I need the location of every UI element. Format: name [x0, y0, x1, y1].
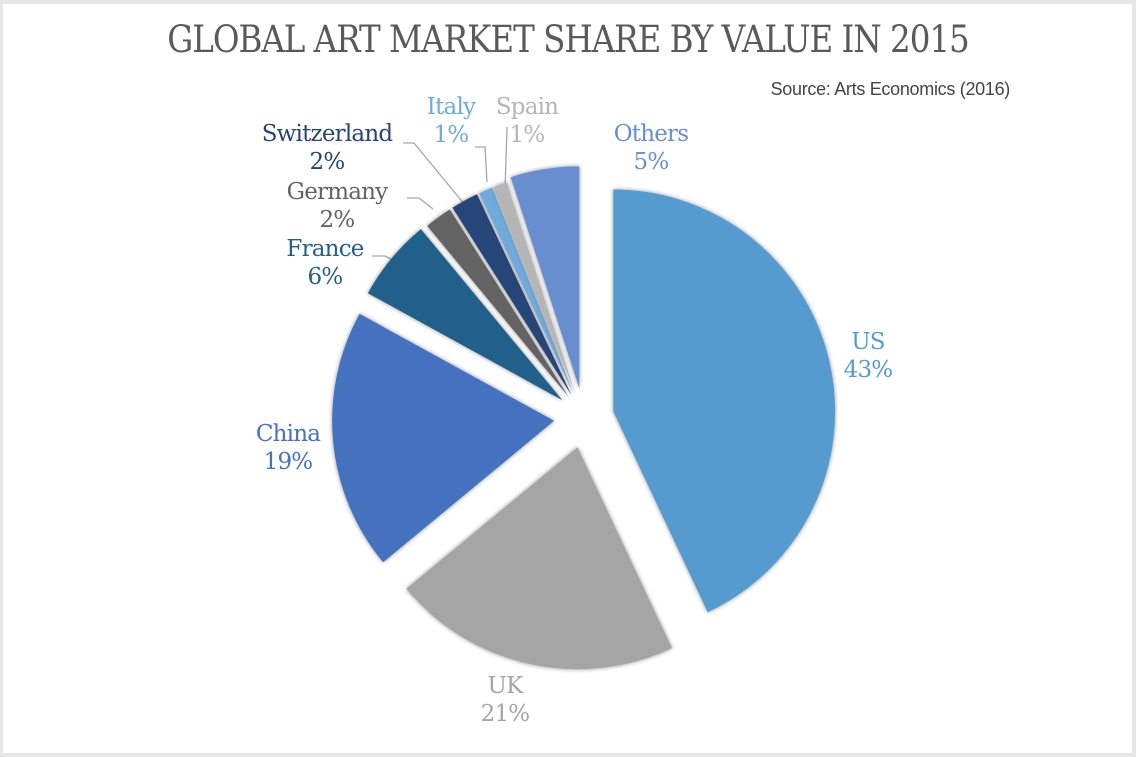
- pie-slices: [332, 166, 836, 670]
- data-label-name: Others: [613, 121, 689, 147]
- data-label-name: Switzerland: [261, 121, 393, 147]
- data-label-germany: Germany 2%: [286, 178, 389, 234]
- data-label-name: China: [255, 421, 321, 447]
- data-label-percent: 21%: [480, 701, 531, 727]
- leader-lines: [372, 126, 508, 264]
- data-label-us: US 43%: [843, 328, 894, 384]
- data-label-uk: UK 21%: [480, 672, 531, 728]
- pie-slice-others: [510, 166, 580, 389]
- data-label-percent: 2%: [309, 149, 346, 175]
- data-label-percent: 19%: [263, 449, 314, 475]
- data-label-name: Italy: [426, 94, 476, 120]
- data-label-name: Spain: [495, 94, 559, 120]
- data-label-name: US: [851, 329, 885, 355]
- pie-slice-italy: [479, 187, 574, 395]
- chart-source: Source: Arts Economics (2016): [770, 79, 1011, 99]
- data-label-percent: 1%: [433, 122, 470, 148]
- leader-line-germany: [407, 197, 434, 210]
- leader-line-spain: [504, 126, 508, 191]
- pie-slice-uk: [406, 447, 672, 670]
- data-label-percent: 43%: [843, 357, 894, 383]
- pie-slice-germany: [427, 209, 569, 397]
- data-label-others: Others 5%: [614, 120, 689, 176]
- data-label-name: France: [286, 236, 364, 262]
- data-label-percent: 1%: [509, 122, 546, 148]
- data-label-percent: 2%: [319, 207, 356, 233]
- leader-line-switzerland: [403, 142, 466, 206]
- pie-slice-china: [332, 313, 555, 563]
- data-label-spain: Spain 1%: [495, 93, 559, 149]
- data-label-china: China 19%: [255, 420, 321, 476]
- pie-slice-france: [367, 229, 563, 401]
- data-label-percent: 6%: [307, 264, 344, 290]
- data-label-name: Germany: [286, 179, 389, 205]
- data-label-france: France 6%: [286, 235, 364, 291]
- leader-line-italy: [475, 146, 488, 183]
- data-label-name: UK: [487, 673, 524, 699]
- pie-slice-spain: [493, 182, 576, 394]
- data-label-italy: Italy 1%: [426, 93, 476, 149]
- chart-title: GLOBAL ART MARKET SHARE BY VALUE IN 2015: [167, 18, 969, 61]
- pie-slice-switzerland: [452, 194, 572, 396]
- data-label-switzerland: Switzerland 2%: [262, 120, 393, 176]
- data-label-percent: 5%: [633, 149, 670, 175]
- pie-slice-us: [613, 189, 836, 613]
